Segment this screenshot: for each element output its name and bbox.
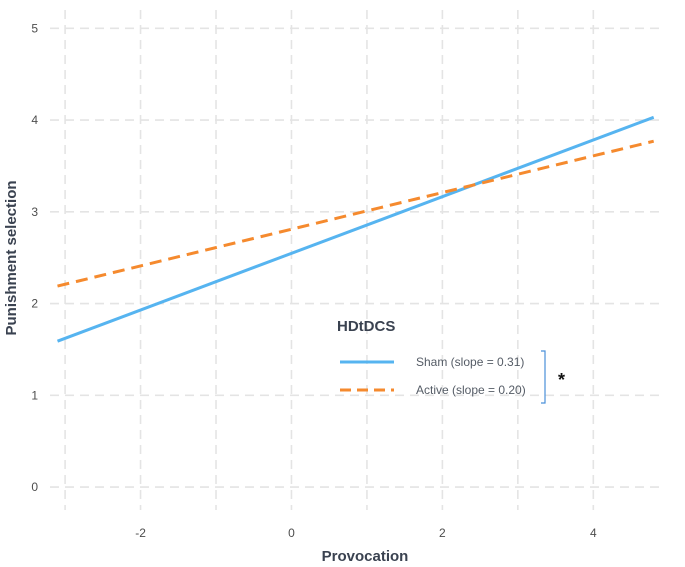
significance-bracket xyxy=(541,350,546,404)
y-axis-title: Punishment selection xyxy=(3,180,20,335)
significance-asterisk: * xyxy=(558,370,565,390)
tick-labels: 0 1 2 3 4 5 -2 0 2 4 xyxy=(31,21,597,540)
legend: HDtDCS Sham (slope = 0.31) Active (slope… xyxy=(337,318,565,404)
y-tick-label: 4 xyxy=(31,113,38,127)
x-tick-label: -2 xyxy=(135,526,146,540)
legend-label-sham: Sham (slope = 0.31) xyxy=(416,355,524,369)
legend-title: HDtDCS xyxy=(337,318,395,335)
grid xyxy=(50,10,665,510)
y-tick-label: 0 xyxy=(31,480,38,494)
series-layer xyxy=(56,115,655,343)
series-line-active xyxy=(57,139,655,288)
x-tick-label: 2 xyxy=(439,526,446,540)
y-tick-label: 5 xyxy=(31,21,38,35)
x-axis-title: Provocation xyxy=(322,548,409,565)
y-tick-label: 3 xyxy=(31,205,38,219)
legend-label-active: Active (slope = 0.20) xyxy=(416,383,526,397)
series-line-sham xyxy=(56,115,655,343)
x-tick-label: 0 xyxy=(288,526,295,540)
y-tick-label: 2 xyxy=(31,297,38,311)
x-tick-label: 4 xyxy=(590,526,597,540)
y-tick-label: 1 xyxy=(31,388,38,402)
